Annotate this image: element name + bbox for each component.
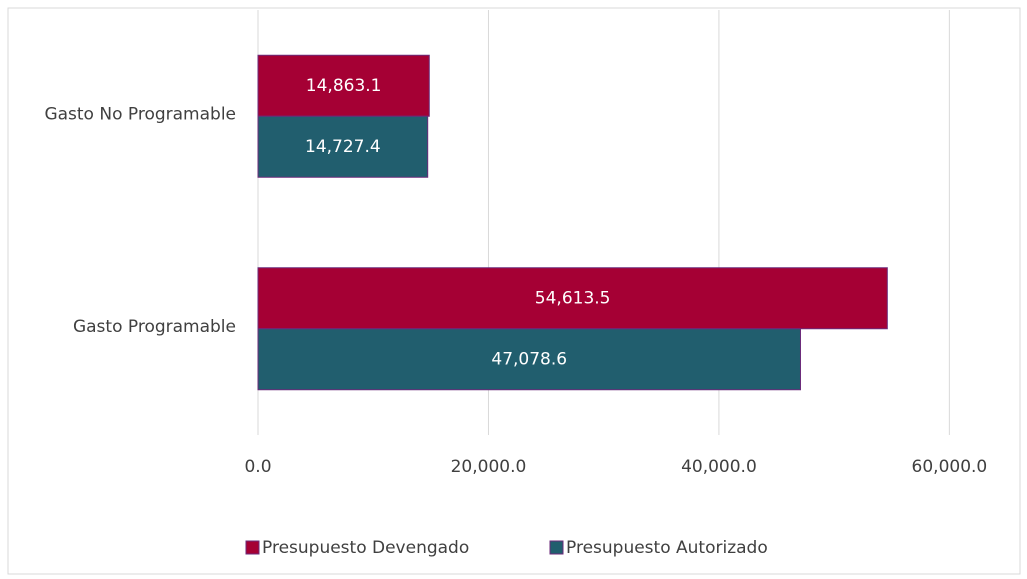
x-tick-label: 20,000.0: [451, 457, 527, 477]
x-tick-label: 60,000.0: [912, 457, 988, 477]
value-label: 14,863.1: [306, 76, 382, 96]
legend-swatch: [549, 540, 564, 555]
legend-swatch: [245, 540, 260, 555]
x-tick-label: 40,000.0: [681, 457, 757, 477]
value-label: 47,078.6: [491, 349, 567, 369]
value-label: 14,727.4: [305, 137, 381, 157]
bar: [257, 267, 888, 330]
x-tick-label: 0.0: [244, 457, 271, 477]
bar: [257, 115, 429, 178]
value-label: 54,613.5: [535, 288, 611, 308]
bar: [257, 328, 801, 391]
legend-label: Presupuesto Autorizado: [566, 538, 768, 558]
y-tick-label: Gasto No Programable: [44, 104, 236, 124]
y-tick-label: Gasto Programable: [73, 317, 236, 337]
legend-label: Presupuesto Devengado: [262, 538, 469, 558]
